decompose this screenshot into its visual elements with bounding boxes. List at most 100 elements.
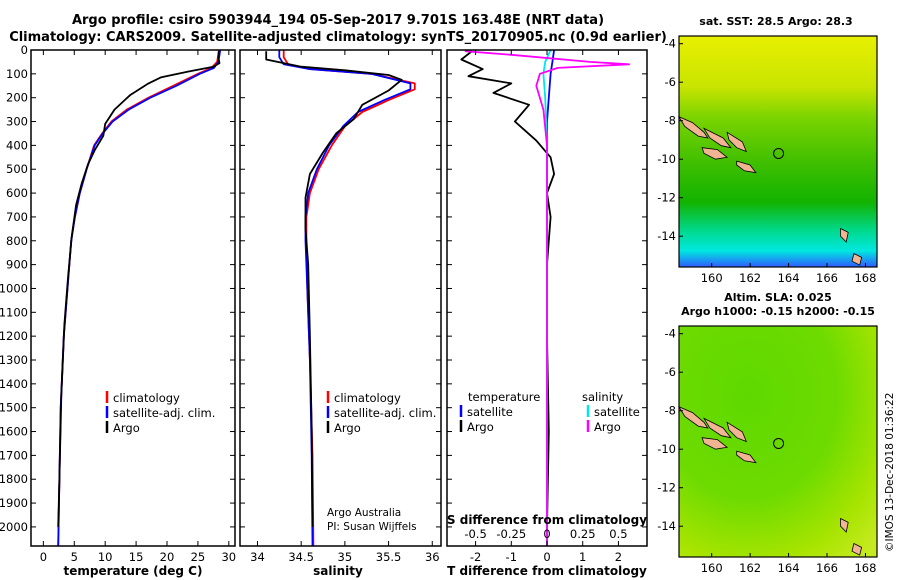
sst-map-island	[726, 131, 748, 153]
temperature-plot-frame	[30, 49, 236, 547]
sla-map-island	[726, 421, 748, 443]
salinity-axis-label: salinity	[313, 564, 363, 578]
sla-map-lon-tick-label: 166	[816, 561, 838, 575]
sst-map-island	[702, 127, 732, 149]
salinity-x-tick-label: 34.5	[288, 550, 314, 564]
legend-diff-temp-satellite-label: satellite	[467, 405, 513, 419]
differences-x2-tick-label: 0	[543, 527, 550, 541]
sla-float-marker	[773, 437, 785, 449]
sla-map-island	[701, 437, 729, 450]
temperature-series-climatology-line	[57, 49, 220, 547]
sst-map-lat-tick-label: -12	[657, 191, 676, 205]
depth-tick-label: 900	[6, 258, 28, 272]
depth-tick-label: 1800	[0, 472, 28, 486]
sla-map-lon-tick-label: 162	[739, 561, 761, 575]
sla-map-title-line1: Altim. SLA: 0.025	[724, 291, 831, 304]
temperature-x-tick-label: 15	[129, 550, 144, 564]
sst-map-lat-tick-label: -8	[665, 114, 676, 128]
legend-diff-temperature-heading: temperature	[468, 390, 540, 404]
legend-climatology-label: climatology	[113, 391, 180, 405]
salinity-difference-axis-label: S difference from climatology	[447, 513, 647, 527]
depth-tick-label: 1500	[0, 401, 28, 415]
depth-tick-label: 500	[6, 162, 28, 176]
sla-map: Altim. SLA: 0.025 Argo h1000: -0.15 h200…	[657, 291, 878, 575]
legend-argo-label: Argo	[113, 421, 140, 435]
temperature-x-tick-label: 5	[71, 550, 78, 564]
sla-map-lat-tick-label: -6	[665, 365, 676, 379]
figure-title-line2: Climatology: CARS2009. Satellite-adjuste…	[9, 30, 667, 45]
temperature-legend: climatology satellite-adj. clim. Argo	[105, 391, 215, 435]
sla-map-lat-tick-label: -14	[657, 519, 676, 533]
depth-tick-label: 2000	[0, 520, 28, 534]
depth-tick-label: 1100	[0, 305, 28, 319]
sla-map-lat-tick-label: -10	[657, 442, 676, 456]
temperature-series-satellite-adj-clim--line	[57, 49, 222, 547]
temperature-series-argo-line	[57, 51, 221, 527]
temperature-axis-label: temperature (deg C)	[64, 564, 203, 578]
sla-land	[678, 405, 863, 556]
salinity-series-climatology-line	[282, 50, 416, 547]
sst-map-lat-tick-label: -6	[665, 75, 676, 89]
sst-map-lon-tick-label: 162	[739, 271, 761, 285]
sla-map-island	[840, 517, 849, 533]
sst-map-lon-tick-label: 168	[854, 271, 876, 285]
temperature-x-tick-label: 20	[160, 550, 175, 564]
salinity-x-tick-label: 35.5	[376, 550, 402, 564]
sst-map-island	[851, 252, 863, 266]
sst-map: sat. SST: 28.5 Argo: 28.3 160 162 164 166 16…	[657, 15, 878, 285]
sla-map-island	[736, 450, 757, 464]
depth-tick-label: 400	[6, 138, 28, 152]
salinity-x-tick-label: 36	[425, 550, 440, 564]
legend-diff-sal-satellite-label: satellite	[594, 405, 640, 419]
salinity-legend: climatology satellite-adj. clim. Argo	[326, 391, 436, 435]
depth-tick-label: 1000	[0, 281, 28, 295]
sst-map-island	[701, 147, 729, 160]
depth-tick-label: 1700	[0, 448, 28, 462]
salinity-x-tick-label: 34	[250, 550, 265, 564]
differences-x2-tick-label: 0.5	[609, 527, 627, 541]
sst-land	[678, 115, 863, 266]
temperature-difference-axis-label: T difference from climatology	[447, 564, 647, 578]
depth-tick-label: 200	[6, 91, 28, 105]
sla-map-lat-tick-label: -12	[657, 481, 676, 495]
imos-credit: ©IMOS 13-Dec-2018 01:36:22	[884, 393, 896, 552]
differences-x-tick-label: -1	[506, 550, 517, 564]
difference-legend: temperature satellite Argo salinity sate…	[459, 390, 640, 434]
depth-tick-label: 1400	[0, 377, 28, 391]
depth-tick-label: 0	[21, 43, 28, 57]
temperature-panel: 0 5 10 15 20 25 300100200300400500600700800900…	[0, 43, 236, 578]
depth-tick-label: 300	[6, 115, 28, 129]
sla-map-island	[702, 417, 732, 439]
sst-map-title: sat. SST: 28.5 Argo: 28.3	[699, 15, 852, 28]
temperature-x-tick-label: 25	[191, 550, 206, 564]
salinity-series-satellite-adj-clim--line	[278, 50, 412, 547]
depth-tick-label: 800	[6, 234, 28, 248]
sla-map-title-line2: Argo h1000: -0.15 h2000: -0.15	[681, 305, 875, 318]
depth-tick-label: 600	[6, 186, 28, 200]
legend-climatology-label: climatology	[334, 391, 401, 405]
sla-map-lon-tick-label: 160	[701, 561, 723, 575]
differences-series-salinity-argo-line	[464, 50, 630, 546]
attribution-line1: Argo Australia	[327, 507, 401, 519]
sst-map-lon-tick-label: 166	[816, 271, 838, 285]
temperature-x-tick-label: 30	[221, 550, 236, 564]
differences-x-tick-label: 0	[543, 550, 550, 564]
differences-series-temperature-argo-line	[460, 50, 555, 527]
attribution-line2: PI: Susan Wijffels	[327, 521, 417, 533]
sla-map-lon-tick-label: 164	[778, 561, 800, 575]
sst-map-lon-tick-label: 160	[701, 271, 723, 285]
legend-diff-salinity-heading: salinity	[582, 390, 623, 404]
differences-x2-tick-label: 0.25	[570, 527, 596, 541]
depth-tick-label: 100	[6, 67, 28, 81]
sla-map-frame	[678, 325, 878, 558]
salinity-panel: 34 34.5 35 35.5 36 climatology satellite-adj…	[239, 49, 442, 578]
depth-tick-label: 1600	[0, 425, 28, 439]
sst-map-frame	[678, 35, 878, 268]
legend-satellite-label: satellite-adj. clim.	[113, 406, 215, 420]
sst-map-island	[840, 227, 849, 243]
sst-map-island	[736, 160, 757, 174]
salinity-plot-frame	[239, 49, 442, 547]
depth-tick-label: 700	[6, 210, 28, 224]
legend-diff-temp-argo-label: Argo	[467, 420, 494, 434]
temperature-x-tick-label: 0	[40, 550, 47, 564]
